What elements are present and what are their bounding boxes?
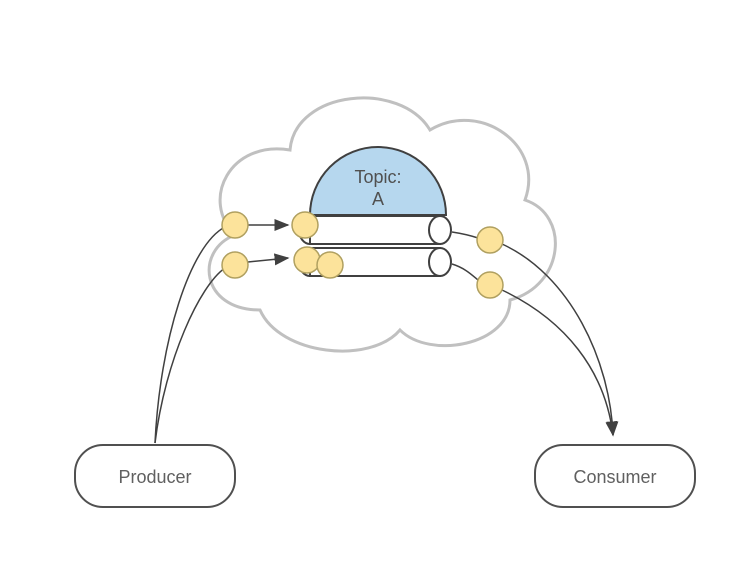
consumer-node: Consumer	[535, 445, 695, 507]
producer-node: Producer	[75, 445, 235, 507]
producer-label: Producer	[118, 467, 191, 487]
message-circle	[317, 252, 343, 278]
message-circle	[222, 252, 248, 278]
topic-label-line1: Topic:	[354, 167, 401, 187]
message-circle	[292, 212, 318, 238]
queue-cylinder-1	[299, 216, 451, 244]
message-circle	[477, 227, 503, 253]
pubsub-diagram: Topic: A Producer Consumer	[0, 0, 748, 568]
message-circle	[222, 212, 248, 238]
topic-label-line2: A	[372, 189, 384, 209]
consumer-label: Consumer	[573, 467, 656, 487]
message-circle	[477, 272, 503, 298]
message-circle	[294, 247, 320, 273]
